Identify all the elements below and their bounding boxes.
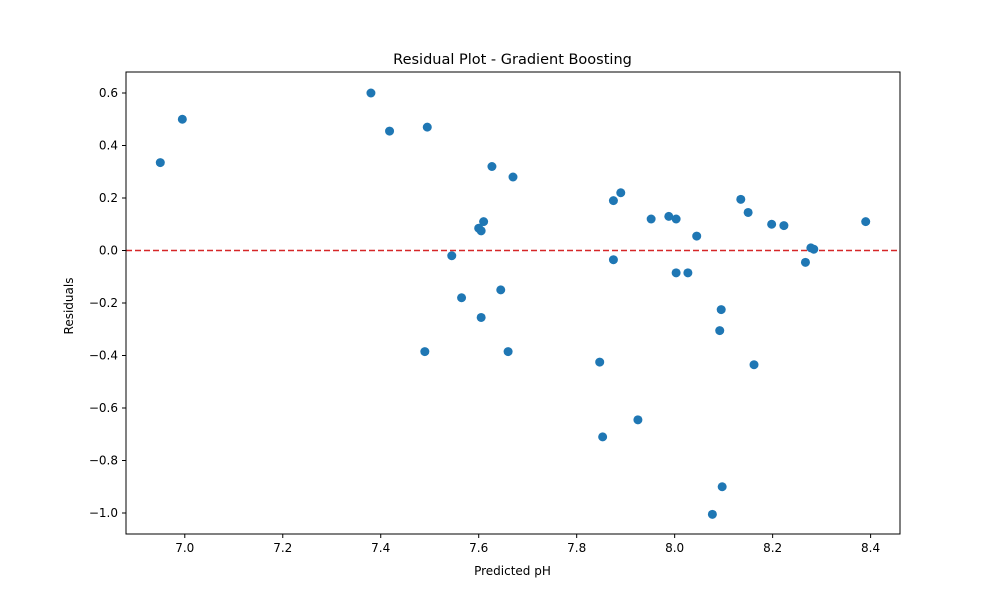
data-point [487,162,497,171]
data-point [671,268,681,278]
y-tick-label: −0.8 [89,454,118,468]
y-tick-label: −1.0 [89,506,118,520]
data-point [779,221,789,231]
x-tick-label: 8.2 [763,541,782,555]
data-point [716,305,726,315]
data-point [598,432,608,442]
data-point [608,255,618,265]
y-tick-label: −0.2 [89,296,118,310]
x-tick-label: 7.4 [371,541,390,555]
data-point [508,172,518,182]
x-tick-label: 8.0 [665,541,684,555]
data-point [767,219,777,229]
x-tick-label: 8.4 [861,541,880,555]
data-point [420,347,430,357]
data-point [503,347,513,357]
y-axis-ticks: −1.0 −0.8 −0.6 −0.4 −0.2 0.0 0.2 0.4 0.6 [89,86,126,520]
data-point [476,312,486,322]
x-tick-label: 7.6 [469,541,488,555]
data-point [422,122,432,132]
data-point [671,214,681,224]
data-point [496,285,506,295]
plot-area [125,71,901,535]
data-point [476,226,486,236]
y-tick-label: −0.4 [89,349,118,363]
data-point [717,482,727,492]
data-point [664,211,674,221]
data-point [736,194,746,204]
x-axis-ticks: 7.0 7.2 7.4 7.6 7.8 8.0 8.2 8.4 [175,534,880,555]
data-point [683,268,693,278]
x-tick-label: 7.0 [175,541,194,555]
data-point [177,114,187,124]
data-point [616,188,626,198]
x-tick-label: 7.2 [273,541,292,555]
chart-title: Residual Plot - Gradient Boosting [393,52,632,68]
data-point [749,360,759,370]
data-point [366,88,376,98]
data-point [155,158,165,168]
y-tick-label: 0.6 [99,86,118,100]
data-point [743,207,753,217]
y-tick-label: 0.4 [99,139,118,153]
data-point [715,326,725,336]
data-point [809,244,819,254]
data-point [633,415,643,425]
data-point [385,126,395,136]
data-point [646,214,656,224]
data-point [479,217,489,227]
x-tick-label: 7.8 [567,541,586,555]
y-tick-label: 0.0 [99,244,118,258]
y-axis-label: Residuals [62,278,76,335]
data-point [457,293,467,303]
data-point [800,257,810,267]
y-tick-label: 0.2 [99,191,118,205]
data-point [608,196,618,206]
plot-frame [125,71,901,535]
data-point [692,231,702,241]
data-point [861,217,871,227]
data-point [707,509,717,519]
data-point [447,251,457,261]
data-point [595,357,605,367]
x-axis-label: Predicted pH [474,564,551,578]
y-tick-label: −0.6 [89,401,118,415]
